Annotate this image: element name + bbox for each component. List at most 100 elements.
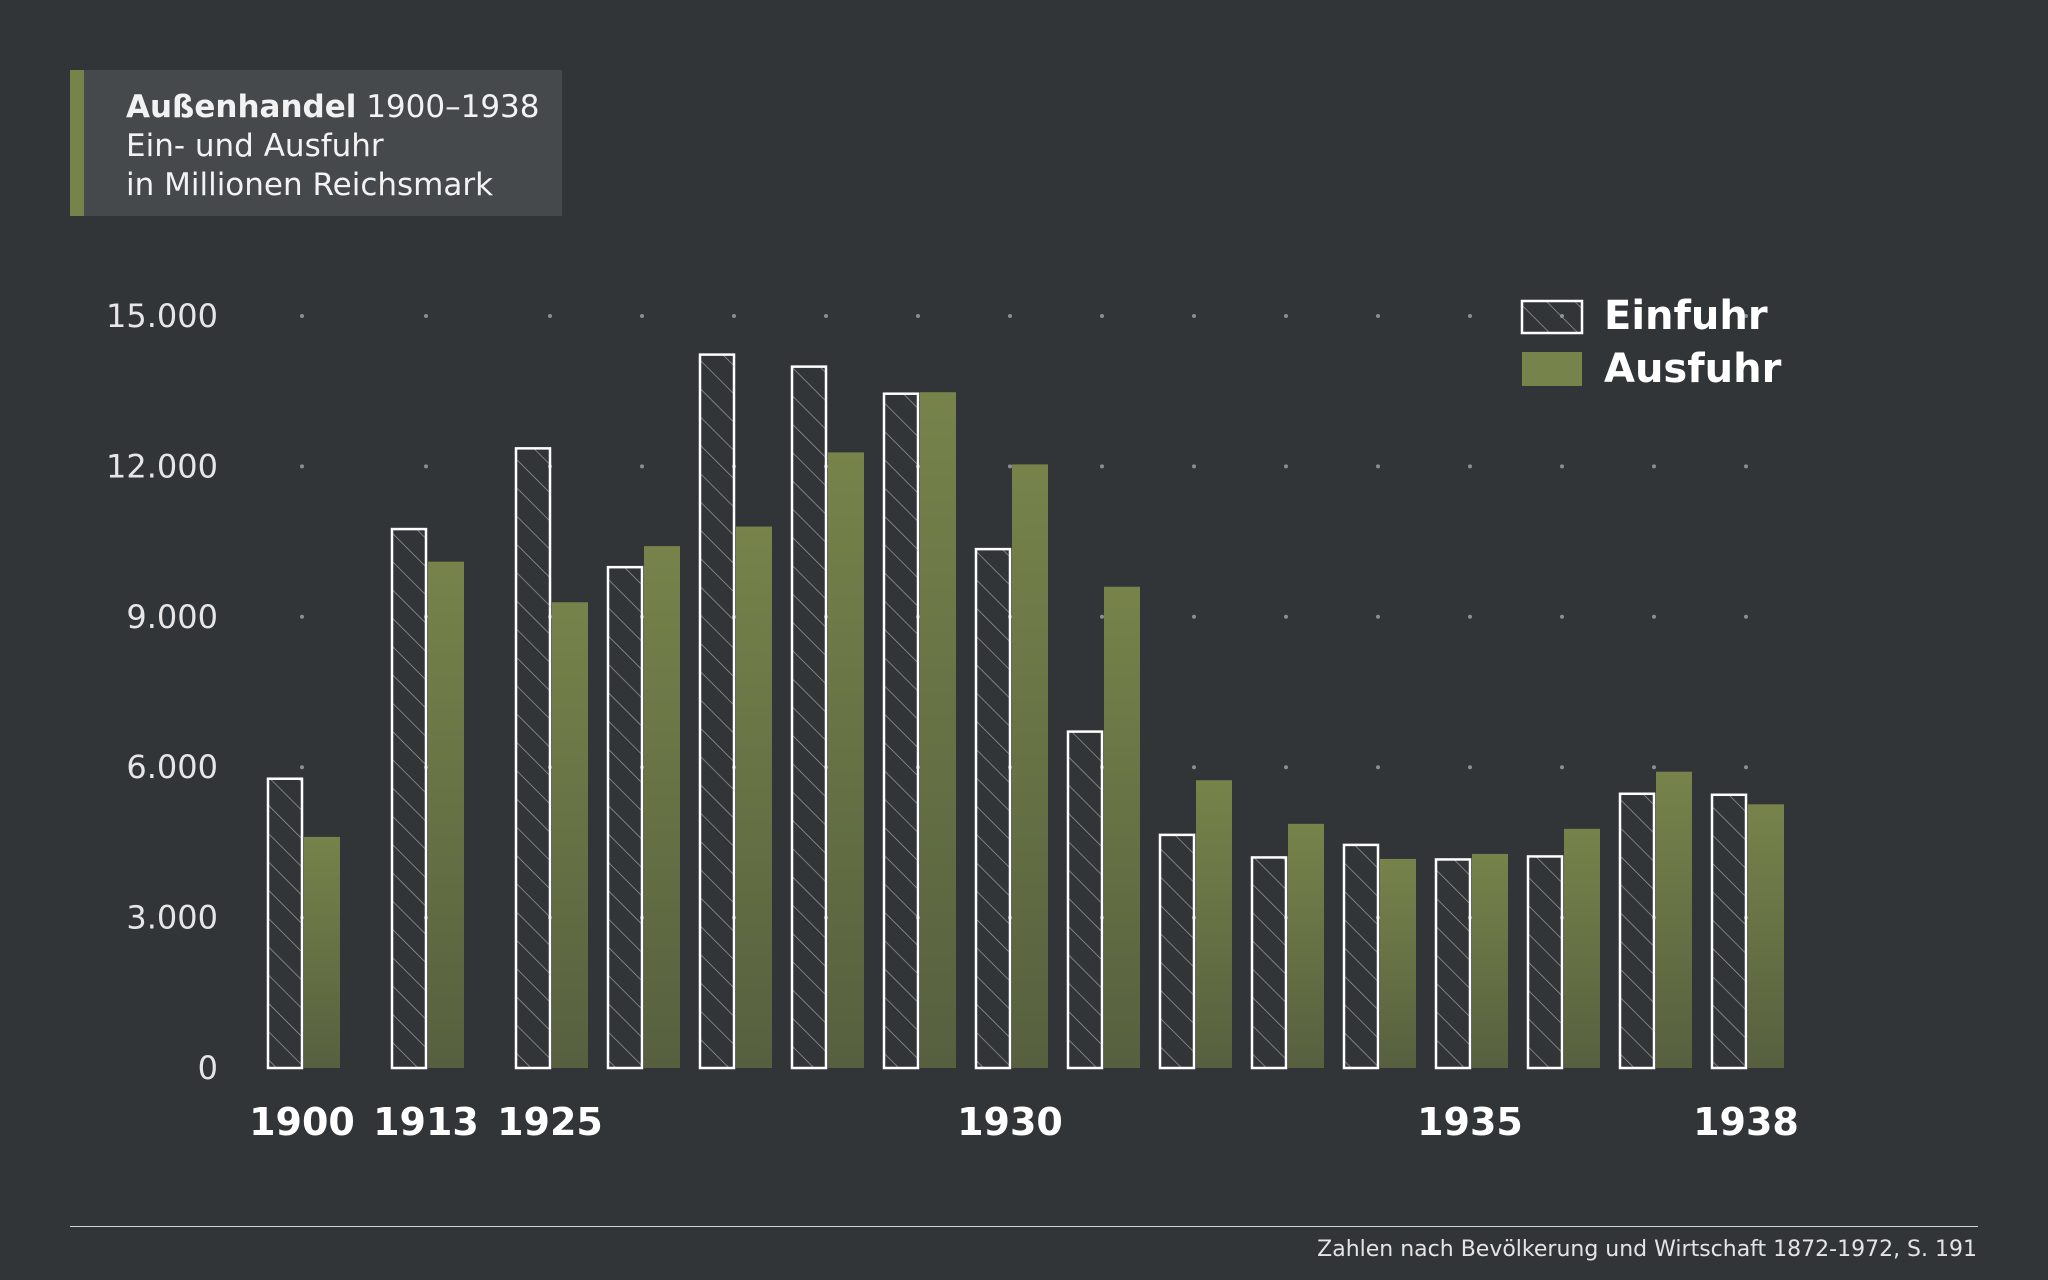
einfuhr-bar: [266, 777, 304, 1070]
grid-dot: [1376, 614, 1380, 619]
legend-einfuhr-swatch: [1520, 299, 1584, 335]
grid-dot: [824, 314, 828, 318]
grid-dot: [1652, 464, 1656, 469]
grid-dot: [640, 464, 644, 469]
ausfuhr-bar: [920, 392, 956, 1069]
grid-dot: [1652, 765, 1656, 770]
grid-dot: [1560, 765, 1564, 770]
einfuhr-bar: [974, 547, 1012, 1070]
title-box: Außenhandel 1900–1938 Ein- und Ausfuhr i…: [70, 70, 562, 216]
y-tick-label: 3.000: [126, 899, 218, 937]
grid-dot: [1468, 314, 1472, 318]
title-accent-bar: [70, 70, 84, 216]
grid-dot: [1744, 464, 1748, 469]
grid-dot: [424, 314, 428, 318]
grid-dot: [640, 314, 644, 318]
grid-dot: [1376, 314, 1380, 318]
grid-dot: [916, 314, 920, 318]
grid-dot: [1468, 464, 1472, 469]
source-note: Zahlen nach Bevölkerung und Wirtschaft 1…: [1317, 1237, 1977, 1262]
grid-dot: [1468, 614, 1472, 619]
grid-dot: [1192, 614, 1196, 619]
ausfuhr-bar: [736, 526, 772, 1068]
legend-ausfuhr-label: Ausfuhr: [1604, 346, 1782, 392]
title-years: 1900–1938: [356, 89, 540, 125]
einfuhr-bar: [698, 353, 736, 1070]
einfuhr-bar: [514, 447, 552, 1070]
ausfuhr-bar: [1288, 823, 1324, 1068]
ausfuhr-bar: [428, 561, 464, 1068]
einfuhr-bar: [882, 392, 920, 1070]
y-tick-label: 9.000: [126, 598, 218, 636]
ausfuhr-bar: [1748, 804, 1784, 1068]
einfuhr-bar: [1250, 856, 1288, 1070]
grid-dot: [1652, 614, 1656, 619]
grid-dot: [732, 314, 736, 318]
ausfuhr-bar: [304, 836, 340, 1068]
grid-dot: [1560, 614, 1564, 619]
ausfuhr-bar: [1564, 828, 1600, 1068]
einfuhr-bar: [1342, 843, 1380, 1070]
grid-dot: [1652, 314, 1656, 318]
einfuhr-bar: [790, 365, 828, 1070]
grid-dot: [1284, 765, 1288, 770]
grid-dot: [1744, 765, 1748, 770]
x-tick-label: 1925: [497, 1100, 603, 1144]
y-tick-label: 12.000: [106, 447, 218, 485]
grid-dot: [1192, 464, 1196, 469]
y-tick-label: 15.000: [106, 297, 218, 335]
title-line3: in Millionen Reichsmark: [126, 167, 494, 203]
ausfuhr-bar: [1012, 464, 1048, 1068]
grid-dot: [1376, 765, 1380, 770]
grid-dot: [424, 464, 428, 469]
grid-dot: [1284, 314, 1288, 318]
grid-dot: [1560, 464, 1564, 469]
grid-dot: [548, 314, 552, 318]
grid-dot: [1284, 464, 1288, 469]
einfuhr-bar: [1710, 793, 1748, 1070]
grid-dot: [1284, 614, 1288, 619]
grid-dot: [1744, 614, 1748, 619]
grid-dot: [300, 614, 304, 619]
einfuhr-bar: [1434, 858, 1472, 1070]
x-tick-label: 1938: [1693, 1100, 1799, 1144]
ausfuhr-bar: [1380, 858, 1416, 1068]
grid-dot: [1744, 314, 1748, 318]
grid-dot: [1100, 464, 1104, 469]
x-tick-label: 1900: [249, 1100, 355, 1144]
title-bold: Außenhandel: [126, 89, 357, 125]
ausfuhr-bar: [1104, 586, 1140, 1068]
x-tick-label: 1913: [373, 1100, 479, 1144]
einfuhr-bar: [390, 527, 428, 1070]
grid-dot: [300, 314, 304, 318]
einfuhr-bar: [606, 565, 644, 1070]
y-tick-label: 6.000: [126, 748, 218, 786]
grid-dot: [300, 765, 304, 770]
grid-dot: [1008, 464, 1012, 469]
grid-dot: [1100, 614, 1104, 619]
grid-dot: [1192, 765, 1196, 770]
x-tick-label: 1930: [957, 1100, 1063, 1144]
ausfuhr-bar: [1196, 780, 1232, 1068]
y-tick-label: 0: [198, 1049, 218, 1087]
footer-divider: [70, 1226, 1978, 1227]
ausfuhr-bar: [828, 452, 864, 1068]
einfuhr-bar: [1526, 855, 1564, 1070]
ausfuhr-bar: [1656, 771, 1692, 1068]
chart-title: Außenhandel 1900–1938 Ein- und Ausfuhr i…: [126, 88, 540, 205]
grid-dot: [1100, 314, 1104, 318]
grid-dot: [1468, 765, 1472, 770]
einfuhr-bar: [1066, 730, 1104, 1070]
grid-dot: [1376, 464, 1380, 469]
legend-ausfuhr-swatch: [1522, 352, 1582, 386]
x-tick-label: 1935: [1417, 1100, 1523, 1144]
title-line2: Ein- und Ausfuhr: [126, 128, 384, 164]
legend-einfuhr-label: Einfuhr: [1604, 293, 1768, 339]
einfuhr-bar: [1158, 833, 1196, 1070]
ausfuhr-bar: [644, 546, 680, 1068]
grid-dot: [1008, 314, 1012, 318]
grid-dot: [1192, 314, 1196, 318]
grid-dot: [300, 464, 304, 469]
ausfuhr-bar: [1472, 853, 1508, 1068]
